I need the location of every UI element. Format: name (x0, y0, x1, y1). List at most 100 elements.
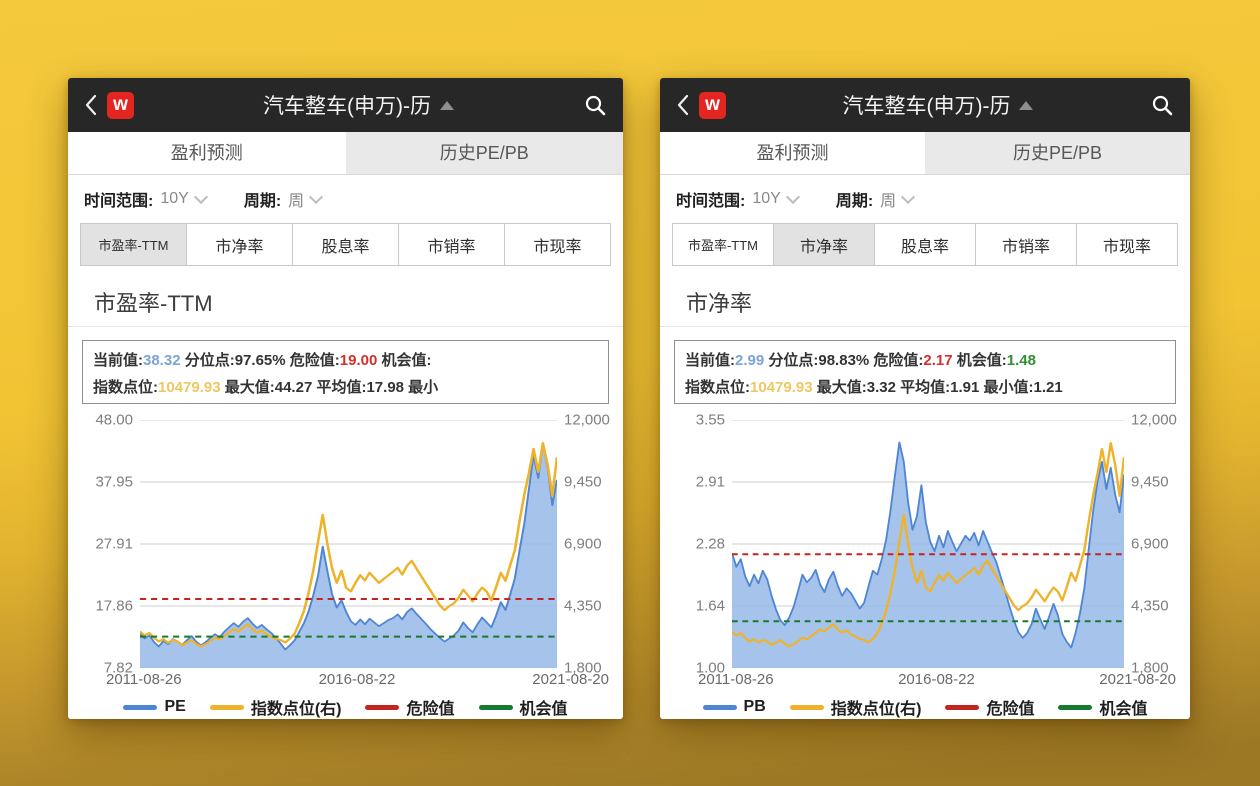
search-icon (585, 95, 606, 116)
metric-tab-bar: 市盈率-TTM 市净率 股息率 市销率 市现率 (80, 223, 611, 266)
chevron-down-icon (309, 189, 324, 205)
search-button[interactable] (583, 93, 607, 117)
time-range-label: 时间范围: (84, 193, 154, 210)
chevron-down-icon (785, 189, 800, 205)
legend-line-swatch (209, 704, 244, 710)
time-range-dropdown[interactable]: 时间范围: 10Y (84, 187, 208, 211)
legend-line-swatch (478, 704, 513, 710)
tab-history-pe-pb[interactable]: 历史PE/PB (925, 132, 1190, 174)
chart-plot[interactable] (140, 420, 557, 668)
search-button[interactable] (1150, 93, 1174, 117)
y-tick: 12,000 (1131, 411, 1177, 429)
section-title: 市盈率-TTM (94, 291, 213, 316)
app-header: w 汽车整车(申万)-历 (660, 78, 1190, 132)
chevron-down-icon (901, 189, 916, 205)
y-axis-left: 3.55 2.91 2.28 1.64 1.00 (670, 412, 732, 677)
metric-tab[interactable]: 市销率 (398, 224, 504, 265)
y-axis-right: 12,000 9,450 6,900 4,350 1,800 (1124, 412, 1182, 677)
period-label: 周期: (835, 193, 874, 210)
y-tick: 6,900 (1131, 535, 1169, 553)
chart-legend: PB 指数点位(右) 危险值 机会值 (660, 695, 1190, 719)
chart-row: 3.55 2.91 2.28 1.64 1.00 12,000 9,450 6,… (660, 412, 1190, 677)
metric-tab[interactable]: 市净率 (773, 224, 874, 265)
valuation-summary-box: 当前值:2.99 分位点:98.83% 危险值:2.17 机会值:1.48 指数… (674, 339, 1176, 404)
y-tick: 17.86 (95, 597, 133, 615)
metric-tab[interactable]: 市销率 (975, 224, 1076, 265)
metric-tab[interactable]: 市现率 (1076, 224, 1177, 265)
x-tick: 2011-08-26 (106, 671, 182, 688)
divider (68, 326, 623, 327)
chevron-left-icon (677, 94, 689, 116)
legend-line-swatch (365, 704, 400, 710)
y-tick: 4,350 (564, 597, 602, 615)
time-range-dropdown[interactable]: 时间范围: 10Y (676, 187, 800, 211)
period-dropdown[interactable]: 周期: 周 (835, 187, 916, 211)
metric-tab[interactable]: 市盈率-TTM (81, 224, 186, 265)
y-tick: 1.00 (695, 659, 725, 677)
top-tab-bar: 盈利预测 历史PE/PB (660, 132, 1190, 175)
legend-item[interactable]: 指数点位(右) (789, 695, 921, 719)
legend-item[interactable]: 危险值 (945, 695, 1034, 719)
tab-history-pe-pb[interactable]: 历史PE/PB (345, 132, 623, 174)
legend-item[interactable]: 指数点位(右) (209, 695, 341, 719)
metric-tab[interactable]: 股息率 (292, 224, 398, 265)
y-tick: 1,800 (1131, 659, 1169, 677)
summary-line-1: 当前值:38.32 分位点:97.65% 危险值:19.00 机会值: (93, 351, 432, 369)
title-dropdown[interactable]: 汽车整车(申万)-历 (736, 90, 1140, 120)
summary-line-2: 指数点位:10479.93 最大值:44.27 平均值:17.98 最小 (93, 378, 439, 396)
legend-label: PE (164, 698, 186, 715)
phone-panel: w 汽车整车(申万)-历 盈利预测 历史PE/PB 时间范围: 10Y (68, 78, 623, 719)
back-button[interactable] (676, 94, 689, 116)
app-header: w 汽车整车(申万)-历 (68, 78, 623, 132)
triangle-up-icon (1019, 100, 1034, 110)
y-tick: 37.95 (95, 473, 133, 491)
legend-label: 机会值 (519, 701, 568, 718)
chart-section: 3.55 2.91 2.28 1.64 1.00 12,000 9,450 6,… (660, 412, 1190, 719)
chevron-down-icon (193, 189, 208, 205)
summary-line-1: 当前值:2.99 分位点:98.83% 危险值:2.17 机会值:1.48 (685, 351, 1036, 369)
section-title: 市净率 (686, 291, 753, 316)
page-title: 汽车整车(申万)-历 (842, 95, 1011, 118)
phone-panel: w 汽车整车(申万)-历 盈利预测 历史PE/PB 时间范围: 10Y (660, 78, 1190, 719)
chevron-left-icon (85, 94, 97, 116)
x-tick: 2021-08-20 (1099, 671, 1176, 688)
metric-tab-bar: 市盈率-TTM 市净率 股息率 市销率 市现率 (672, 223, 1178, 266)
time-range-value: 10Y (160, 190, 189, 207)
back-button[interactable] (84, 94, 97, 116)
legend-item[interactable]: 危险值 (365, 695, 455, 719)
divider (660, 326, 1190, 327)
period-label: 周期: (243, 193, 282, 210)
legend-line-swatch (1058, 704, 1093, 710)
metric-tab[interactable]: 市净率 (186, 224, 292, 265)
legend-item[interactable]: 机会值 (478, 695, 568, 719)
title-dropdown[interactable]: 汽车整车(申万)-历 (144, 90, 573, 120)
legend-label: 危险值 (406, 701, 455, 718)
metric-tab[interactable]: 市现率 (504, 224, 610, 265)
x-tick: 2011-08-26 (698, 671, 774, 688)
chart-section: 48.00 37.95 27.91 17.86 7.82 12,000 9,45… (68, 412, 623, 719)
legend-item[interactable]: PB (702, 698, 766, 716)
chart-plot[interactable] (732, 420, 1124, 668)
period-dropdown[interactable]: 周期: 周 (243, 187, 324, 211)
y-tick: 2.91 (695, 473, 725, 491)
legend-item[interactable]: 机会值 (1058, 695, 1147, 719)
y-tick: 6,900 (564, 535, 602, 553)
valuation-summary-box: 当前值:38.32 分位点:97.65% 危险值:19.00 机会值: 指数点位… (82, 339, 609, 404)
y-axis-right: 12,000 9,450 6,900 4,350 1,800 (557, 412, 615, 677)
tab-profit-forecast[interactable]: 盈利预测 (68, 132, 346, 174)
metric-tab[interactable]: 股息率 (874, 224, 975, 265)
y-tick: 1,800 (564, 659, 602, 677)
y-axis-left: 48.00 37.95 27.91 17.86 7.82 (78, 412, 140, 677)
page-title: 汽车整车(申万)-历 (263, 95, 431, 118)
chart-row: 48.00 37.95 27.91 17.86 7.82 12,000 9,45… (68, 412, 623, 677)
legend-line-swatch (789, 704, 824, 710)
x-axis-labels: 2011-08-26 2016-08-22 2021-08-20 (698, 671, 1176, 688)
x-tick: 2016-08-22 (318, 671, 396, 688)
wind-logo-icon: w (699, 91, 726, 119)
tab-profit-forecast[interactable]: 盈利预测 (660, 132, 925, 174)
legend-item[interactable]: PE (123, 698, 186, 716)
metric-tab[interactable]: 市盈率-TTM (673, 224, 773, 265)
summary-line-2: 指数点位:10479.93 最大值:3.32 平均值:1.91 最小值:1.21 (685, 378, 1063, 396)
triangle-up-icon (439, 100, 454, 110)
search-icon (1152, 95, 1173, 116)
